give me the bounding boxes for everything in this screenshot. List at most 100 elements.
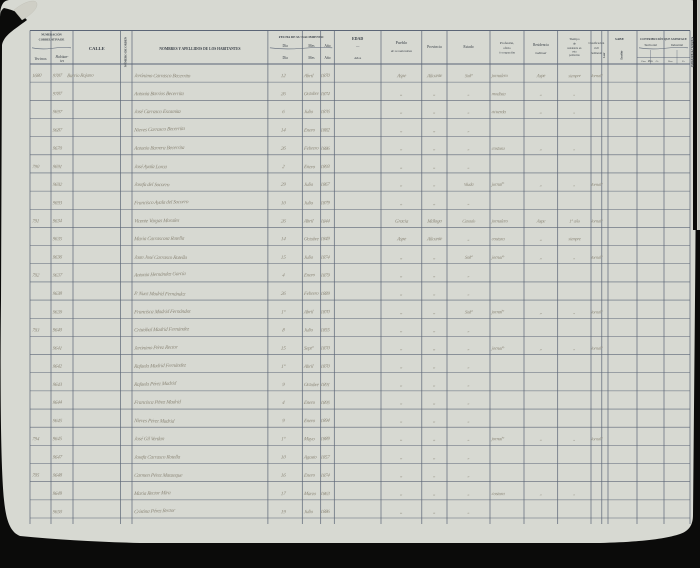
svg-text:Enero: Enero	[303, 273, 316, 278]
svg-text:modista: modista	[491, 92, 506, 97]
svg-text:José Carrasco Escamita: José Carrasco Escamita	[134, 109, 182, 115]
svg-text:Abril: Abril	[303, 310, 315, 315]
svg-text:Enero: Enero	[303, 474, 316, 479]
svg-text:Jornal°: Jornal°	[590, 255, 603, 260]
svg-text:Jornal°: Jornal°	[590, 346, 603, 351]
svg-text:Cristóbal Madrid Fernández: Cristóbal Madrid Fernández	[134, 326, 190, 333]
svg-text:Maria Carrascosa Rotella: Maria Carrascosa Rotella	[133, 236, 185, 243]
svg-text:Aspe: Aspe	[396, 74, 408, 79]
svg-text:Gracia: Gracia	[395, 219, 409, 224]
svg-text:„: „	[400, 165, 403, 170]
svg-text:oficio: oficio	[503, 46, 511, 50]
svg-text:P. Nuez Madrid Fernández: P. Nuez Madrid Fernández	[133, 291, 186, 298]
svg-text:Casado: Casado	[462, 219, 476, 224]
svg-text:costura: costura	[491, 492, 505, 497]
svg-text:Marzo: Marzo	[302, 492, 316, 497]
svg-text:tes: tes	[60, 59, 65, 63]
svg-text:Rafaela Pérez Madrid: Rafaela Pérez Madrid	[133, 380, 177, 388]
svg-text:Julio: Julio	[304, 201, 314, 206]
svg-text:Enero: Enero	[303, 419, 316, 424]
svg-text:9635: 9635	[52, 237, 63, 242]
svg-text:Cs.: Cs.	[682, 60, 686, 63]
svg-text:1891: 1891	[320, 383, 330, 388]
svg-text:795: 795	[32, 474, 40, 479]
svg-text:9641: 9641	[52, 347, 62, 352]
svg-text:1886: 1886	[320, 147, 331, 152]
svg-text:José Ayala Lorca: José Ayala Lorca	[134, 164, 168, 170]
svg-text:jornal°: jornal°	[490, 310, 504, 315]
svg-text:1870: 1870	[320, 365, 330, 370]
svg-text:NUMERACIÓN: NUMERACIÓN	[41, 33, 62, 37]
svg-text:„: „	[400, 256, 403, 261]
svg-text:de su naturaleza: de su naturaleza	[391, 49, 412, 53]
svg-text:habitante: habitante	[591, 51, 603, 55]
svg-text:9650: 9650	[52, 510, 63, 515]
svg-text:Año: Año	[324, 44, 330, 48]
svg-text:1879: 1879	[320, 274, 331, 279]
svg-text:Día: Día	[282, 44, 288, 48]
svg-text:habitual: habitual	[535, 51, 546, 55]
svg-text:9637: 9637	[52, 274, 63, 279]
svg-text:1874: 1874	[320, 256, 331, 261]
svg-text:Día: Día	[282, 56, 288, 60]
svg-text:Josefa Carrasco Rotella: Josefa Carrasco Rotella	[134, 454, 181, 461]
svg-text:1855: 1855	[320, 328, 330, 333]
svg-text:Antonio Barrera Becerrita: Antonio Barrera Becerrita	[133, 145, 186, 152]
svg-text:1870: 1870	[320, 347, 331, 352]
svg-text:Alicante: Alicante	[426, 237, 444, 242]
svg-text:Vecinos: Vecinos	[34, 56, 47, 61]
svg-text:1849: 1849	[320, 237, 330, 242]
svg-text:costura: costura	[491, 237, 506, 242]
svg-text:1870: 1870	[320, 310, 330, 315]
svg-text:Septª: Septª	[304, 346, 315, 352]
svg-text:Ptas.: Ptas.	[667, 60, 673, 63]
svg-text:1893: 1893	[320, 165, 330, 170]
svg-text:Años: Años	[354, 56, 362, 60]
svg-text:jornalero: jornalero	[490, 74, 509, 79]
svg-text:Industrial: Industrial	[671, 43, 683, 47]
svg-text:OBSERVACIONES: OBSERVACIONES	[691, 37, 695, 68]
svg-text:1863: 1863	[320, 492, 331, 497]
svg-text:Barrio Rojano: Barrio Rojano	[67, 74, 95, 80]
svg-text:Julio: Julio	[304, 328, 314, 333]
svg-text:jornal°: jornal°	[490, 256, 504, 261]
svg-text:1876: 1876	[320, 110, 331, 115]
svg-text:1867: 1867	[320, 183, 330, 188]
svg-text:Jornal°: Jornal°	[590, 309, 603, 314]
svg-text:jornal°: jornal°	[490, 347, 504, 352]
svg-text:Escribir: Escribir	[621, 50, 624, 60]
svg-text:Enero: Enero	[303, 165, 316, 170]
svg-text:Jornal°: Jornal°	[590, 73, 603, 78]
svg-text:siempre: siempre	[568, 236, 581, 241]
svg-text:1870: 1870	[320, 74, 330, 79]
svg-text:1889: 1889	[320, 437, 330, 442]
svg-text:CONTRIBUCIÓN QUE SATISFACE: CONTRIBUCIÓN QUE SATISFACE	[640, 37, 687, 41]
svg-text:9691: 9691	[52, 165, 62, 170]
svg-text:1882: 1882	[320, 128, 330, 133]
svg-text:9636: 9636	[52, 255, 62, 260]
svg-text:Febrero: Febrero	[303, 292, 320, 297]
svg-text:9644: 9644	[52, 401, 62, 406]
svg-text:Julio: Julio	[304, 256, 314, 261]
svg-text:1° año: 1° año	[569, 218, 581, 223]
svg-text:CORRELATIVA DE: CORRELATIVA DE	[39, 38, 65, 42]
svg-text:acuerda: acuerda	[491, 110, 507, 115]
svg-text:9687: 9687	[52, 129, 63, 134]
svg-text:1894: 1894	[320, 419, 330, 424]
svg-text:—: —	[355, 44, 360, 48]
svg-text:Enero: Enero	[303, 401, 316, 406]
svg-text:Aspe: Aspe	[396, 237, 408, 242]
svg-text:1857: 1857	[320, 456, 331, 461]
svg-text:Jornal°: Jornal°	[590, 182, 603, 187]
svg-text:9692: 9692	[52, 183, 63, 188]
svg-text:1°: 1°	[281, 310, 286, 315]
svg-text:„: „	[400, 201, 403, 206]
svg-text:1680: 1680	[32, 74, 42, 79]
svg-text:Viuda: Viuda	[464, 182, 475, 187]
svg-text:siempre: siempre	[568, 73, 581, 78]
svg-text:NÚMERO DE ORDEN: NÚMERO DE ORDEN	[122, 36, 127, 67]
svg-text:9697: 9697	[52, 110, 63, 115]
svg-text:Mayo: Mayo	[303, 437, 316, 442]
svg-text:9645: 9645	[52, 437, 62, 442]
svg-text:Agosto: Agosto	[303, 456, 318, 461]
